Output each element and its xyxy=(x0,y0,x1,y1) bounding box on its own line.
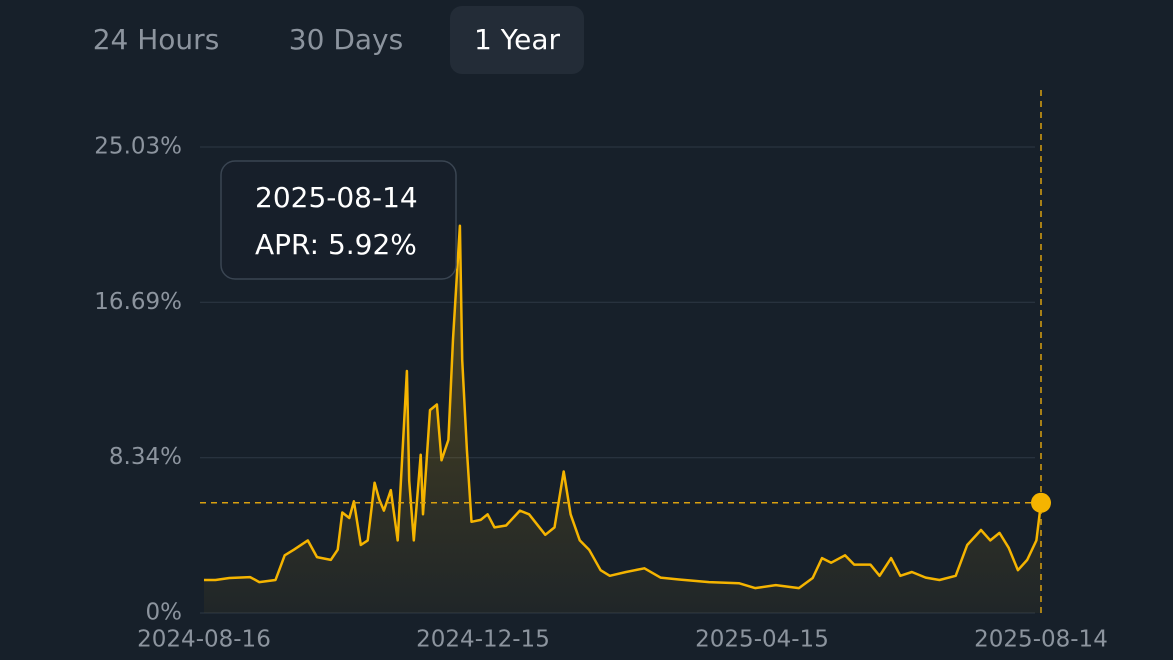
y-tick-label: 16.69% xyxy=(94,289,182,315)
area xyxy=(204,225,1041,614)
tooltip-box xyxy=(220,160,457,280)
x-tick-label: 2025-08-14 xyxy=(974,627,1108,653)
tab[interactable]: 24 Hours xyxy=(92,23,220,56)
hover-point xyxy=(1031,492,1051,513)
x-tick-label: 2024-08-16 xyxy=(137,627,271,653)
tab[interactable]: 30 Days xyxy=(288,23,404,56)
tooltip: 2025-08-14 APR: 5.92% xyxy=(220,160,457,280)
tooltip-value: APR: 5.92% xyxy=(255,228,417,261)
tooltip-date: 2025-08-14 xyxy=(255,181,418,214)
y-tick-label: 25.03% xyxy=(94,134,182,160)
x-tick-label: 2024-12-15 xyxy=(416,627,550,653)
y-tick-label: 8.34% xyxy=(109,444,182,470)
y-tick-label: 0% xyxy=(146,600,183,626)
x-tick-label: 2025-04-15 xyxy=(695,627,829,653)
line xyxy=(204,224,1043,590)
tab-active[interactable]: 1 Year xyxy=(450,6,584,74)
